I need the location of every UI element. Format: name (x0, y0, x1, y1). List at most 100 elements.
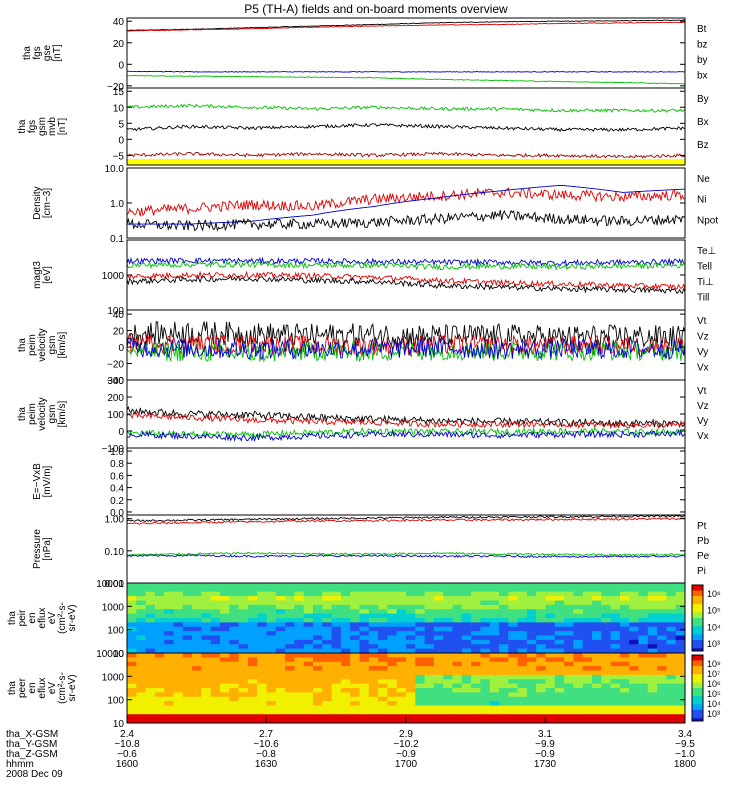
spectrogram-cell (127, 692, 137, 698)
spectrogram-cell (257, 701, 268, 707)
spectrogram-cell (461, 674, 472, 680)
spectrogram-cell (406, 626, 416, 632)
spectrogram-cell (294, 709, 305, 715)
spectrogram-cell (508, 718, 519, 723)
legend-vz: Vz (697, 401, 709, 412)
spectrogram-cell (257, 679, 268, 685)
spectrogram-cell (406, 679, 416, 685)
spectrogram-cell (145, 639, 156, 645)
spectrogram-cell (285, 692, 295, 698)
spectrogram-cell (499, 618, 509, 623)
spectrogram-cell (545, 661, 556, 667)
spectrogram-cell (657, 692, 667, 698)
spectrogram-cell (247, 692, 258, 698)
spectrogram-cell (601, 679, 612, 685)
spectrogram-cell (433, 631, 444, 637)
y-axis-label: (cm²‑s‑ (57, 602, 68, 634)
spectrogram-cell (666, 696, 677, 702)
spectrogram-cell (545, 609, 556, 615)
spectrogram-cell (275, 688, 286, 693)
spectrogram-cell (433, 661, 444, 667)
spectrogram-cell (210, 639, 221, 645)
spectrogram-cell (136, 653, 147, 658)
spectrogram-cell (536, 688, 547, 693)
spectrogram-cell (610, 604, 621, 610)
spectrogram-cell (638, 587, 649, 593)
spectrogram-cell (508, 692, 519, 698)
spectrogram-cell (210, 688, 221, 693)
spectrogram-cell (285, 622, 295, 628)
spectrogram-cell (229, 679, 240, 685)
spectrogram-cell (545, 626, 556, 632)
spectrogram-cell (322, 674, 333, 680)
spectrogram-cell (285, 609, 295, 615)
spectrogram-cell (452, 644, 463, 650)
series-group (127, 321, 685, 363)
spectrogram-cell (266, 604, 277, 610)
spectrogram-cell (526, 604, 537, 610)
spectrogram-cell (666, 718, 677, 723)
spectrogram-cell (433, 596, 444, 602)
spectrogram-cell (359, 653, 370, 658)
spectrogram-cell (220, 587, 230, 593)
spectrogram-cell (220, 714, 230, 720)
spectrogram-cell (499, 696, 509, 702)
spectrogram-cell (554, 626, 565, 632)
spectrogram-cell (350, 631, 361, 637)
x-tick-label: −10.2 (393, 739, 419, 750)
series-te-line (127, 270, 685, 291)
spectrogram-cell (285, 631, 295, 637)
spectrogram-cell (657, 596, 667, 602)
spectrogram-cell (443, 583, 454, 588)
spectrogram-cell (424, 626, 435, 632)
spectrogram-cell (601, 618, 612, 623)
spectrogram-cell (313, 639, 323, 645)
spectrogram-cell (210, 714, 221, 720)
spectrogram-cell (294, 604, 305, 610)
spectrogram-cell (387, 701, 398, 707)
spectrogram-cell (415, 639, 426, 645)
spectrogram-cell (359, 692, 370, 698)
spectrogram-cell (173, 644, 184, 650)
spectrogram-cell (461, 688, 472, 693)
spectrogram-cell (424, 666, 435, 672)
spectrogram-cell (526, 622, 537, 628)
spectrogram-cell (201, 631, 212, 637)
colorbar-cell (692, 596, 703, 600)
spectrogram-cell (368, 688, 379, 693)
spectrogram-cell (433, 683, 444, 689)
spectrogram-cell (406, 639, 416, 645)
spectrogram-cell (275, 609, 286, 615)
spectrogram-cell (331, 583, 342, 588)
spectrogram-cell (619, 683, 630, 689)
spectrogram-cell (331, 666, 342, 672)
y-axis-label: sr‑eV) (67, 674, 78, 701)
spectrogram-cell (127, 666, 137, 672)
spectrogram-cell (536, 613, 547, 619)
legend-vx: Vx (697, 363, 709, 374)
spectrogram-cell (424, 591, 435, 597)
spectrogram-cell (452, 709, 463, 715)
spectrogram-cell (387, 583, 398, 588)
spectrogram-cell (471, 674, 481, 680)
spectrogram-cell (145, 591, 156, 597)
spectrogram-cell (154, 587, 165, 593)
spectrogram-cell (564, 692, 574, 698)
colorbar-cell (692, 609, 703, 613)
spectrogram-cell (415, 591, 426, 597)
spectrogram-cell (619, 600, 630, 606)
spectrogram-cell (340, 709, 351, 715)
spectrogram-cell (489, 635, 500, 641)
spectrogram-cell (266, 692, 277, 698)
spectrogram-cell (210, 701, 221, 707)
spectrogram-cell (489, 657, 500, 663)
spectrogram-cell (433, 709, 444, 715)
spectrogram-cell (247, 670, 258, 676)
spectrogram-cell (285, 596, 295, 602)
spectrogram-cell (201, 692, 212, 698)
y-tick-label: 0 (118, 135, 124, 146)
spectrogram-cell (387, 635, 398, 641)
spectrogram-cell (433, 583, 444, 588)
spectrogram-cell (266, 626, 277, 632)
